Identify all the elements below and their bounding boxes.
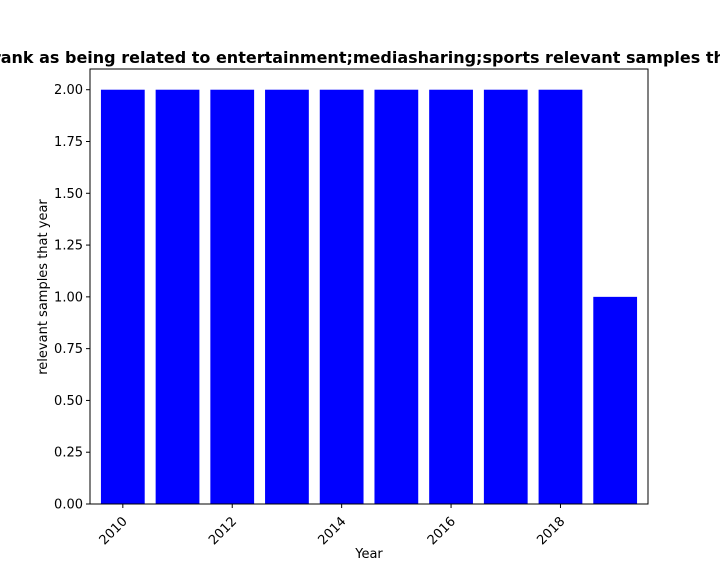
y-tick-label: 0.00 — [54, 498, 83, 513]
bar-2018 — [538, 89, 583, 504]
bar-2013 — [265, 89, 309, 504]
plot-frame — [89, 68, 649, 505]
bar-2014 — [319, 89, 364, 504]
y-axis-label: relevant samples that year — [36, 199, 51, 375]
x-tick-label: 2012 — [206, 514, 240, 548]
y-tick-label: 1.75 — [54, 135, 83, 150]
bar-2019 — [593, 296, 638, 504]
y-tick-label: 1.00 — [54, 290, 83, 305]
bar-2017 — [483, 89, 528, 504]
y-tick-label: 1.25 — [54, 239, 83, 254]
x-tick-label: 2018 — [534, 514, 568, 548]
x-tick-label: 2014 — [315, 514, 349, 548]
chart-title: Number of samples in the dataset that we… — [0, 48, 720, 67]
x-tick-label: 2010 — [97, 514, 131, 548]
y-tick-label: 0.50 — [54, 394, 83, 409]
bars-group — [100, 89, 638, 504]
y-axis: 0.00 0.25 0.50 0.75 1.00 1.25 1.50 1.75 2.00 — [54, 83, 90, 513]
y-tick-label: 0.25 — [54, 446, 83, 461]
bar-2015 — [374, 89, 419, 504]
x-axis-label: Year — [354, 547, 383, 562]
bar-2011 — [155, 89, 200, 504]
bar-2016 — [429, 89, 473, 504]
bar-2012 — [210, 89, 255, 504]
y-tick-label: 2.00 — [54, 83, 83, 98]
x-axis: 2010 2012 2014 2016 2018 — [97, 504, 568, 548]
y-tick-label: 1.50 — [54, 187, 83, 202]
bar-2010 — [100, 89, 145, 504]
x-tick-label: 2016 — [425, 514, 459, 548]
y-tick-label: 0.75 — [54, 342, 83, 357]
